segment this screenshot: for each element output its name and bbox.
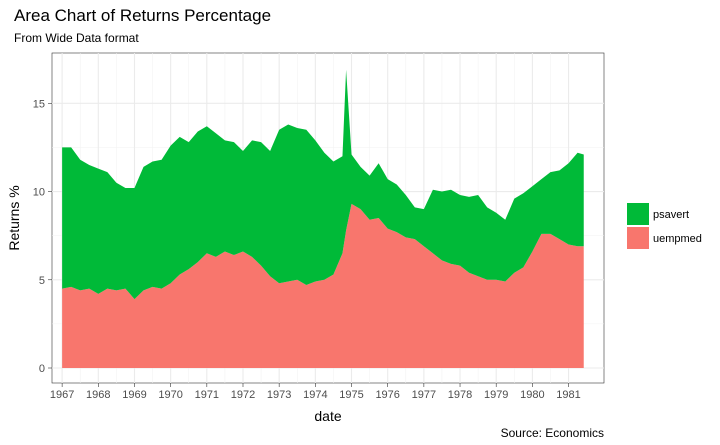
x-tick-label: 1967 xyxy=(50,389,74,401)
x-tick-label: 1971 xyxy=(195,389,219,401)
area-series-uempmed xyxy=(62,203,584,368)
x-tick-label: 1979 xyxy=(484,389,508,401)
area-series-psavert xyxy=(62,69,584,300)
y-axis-title: Returns % xyxy=(6,185,22,250)
legend-label-uempmed: uempmed xyxy=(653,233,702,245)
y-axis: 0 5 10 15 xyxy=(33,98,52,375)
x-tick-label: 1969 xyxy=(122,389,146,401)
x-tick-label: 1980 xyxy=(520,389,544,401)
y-tick-label: 5 xyxy=(39,275,45,287)
x-tick-label: 1968 xyxy=(86,389,110,401)
x-tick-label: 1981 xyxy=(556,389,580,401)
legend-label-psavert: psavert xyxy=(653,209,689,221)
legend-key-uempmed xyxy=(627,227,649,249)
chart-title: Area Chart of Returns Percentage xyxy=(14,6,271,25)
x-tick-label: 1974 xyxy=(303,389,327,401)
y-tick-label: 0 xyxy=(39,363,45,375)
legend: psavert uempmed xyxy=(627,203,702,249)
x-tick-label: 1978 xyxy=(448,389,472,401)
x-tick-label: 1975 xyxy=(339,389,363,401)
x-tick-label: 1970 xyxy=(158,389,182,401)
x-tick-label: 1973 xyxy=(267,389,291,401)
y-tick-label: 10 xyxy=(33,187,45,199)
x-tick-label: 1977 xyxy=(412,389,436,401)
x-tick-label: 1976 xyxy=(375,389,399,401)
chart-subtitle: From Wide Data format xyxy=(14,31,139,45)
area-series-layer xyxy=(62,69,584,368)
y-tick-label: 15 xyxy=(33,98,45,110)
chart-caption: Source: Economics xyxy=(501,426,604,440)
x-axis: 1967 1968 1969 1970 1971 1972 1973 1974 1975 1976… xyxy=(50,383,581,401)
x-axis-title: date xyxy=(314,408,341,424)
plot-panel xyxy=(51,52,605,384)
legend-key-psavert xyxy=(627,203,649,225)
x-tick-label: 1972 xyxy=(231,389,255,401)
